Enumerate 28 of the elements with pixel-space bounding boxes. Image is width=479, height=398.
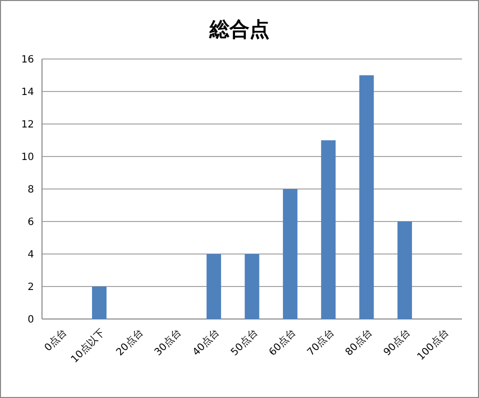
bar xyxy=(359,75,374,319)
x-tick-label: 20点台 xyxy=(114,326,146,358)
y-tick-label: 8 xyxy=(28,184,34,196)
y-tick-label: 12 xyxy=(21,120,34,130)
bar xyxy=(321,140,336,319)
y-tick-label: 2 xyxy=(28,282,34,293)
bar xyxy=(397,222,412,319)
chart-title: 総合点 xyxy=(208,17,270,41)
bar xyxy=(206,254,222,319)
x-tick-label: 90点台 xyxy=(381,326,413,358)
x-tick-label: 60点台 xyxy=(266,326,298,358)
x-tick-label: 50点台 xyxy=(228,326,260,358)
x-tick-label: 100点台 xyxy=(414,326,452,363)
bar xyxy=(282,189,298,319)
x-tick-label: 30点台 xyxy=(152,326,184,358)
x-tick-label: 10点以下 xyxy=(68,326,108,366)
y-tick-label: 10 xyxy=(21,152,34,163)
x-tick-label: 80点台 xyxy=(343,326,375,358)
x-tick-label: 0点台 xyxy=(42,326,70,354)
y-tick-label: 0 xyxy=(28,314,34,326)
y-tick-label: 4 xyxy=(28,250,34,260)
y-tick-label: 16 xyxy=(21,54,34,66)
y-tick-label: 14 xyxy=(21,87,34,98)
bar xyxy=(244,254,260,319)
y-tick-label: 6 xyxy=(28,217,34,228)
x-tick-label: 40点台 xyxy=(190,326,222,358)
x-tick-label: 70点台 xyxy=(304,326,336,358)
bar xyxy=(92,286,107,319)
